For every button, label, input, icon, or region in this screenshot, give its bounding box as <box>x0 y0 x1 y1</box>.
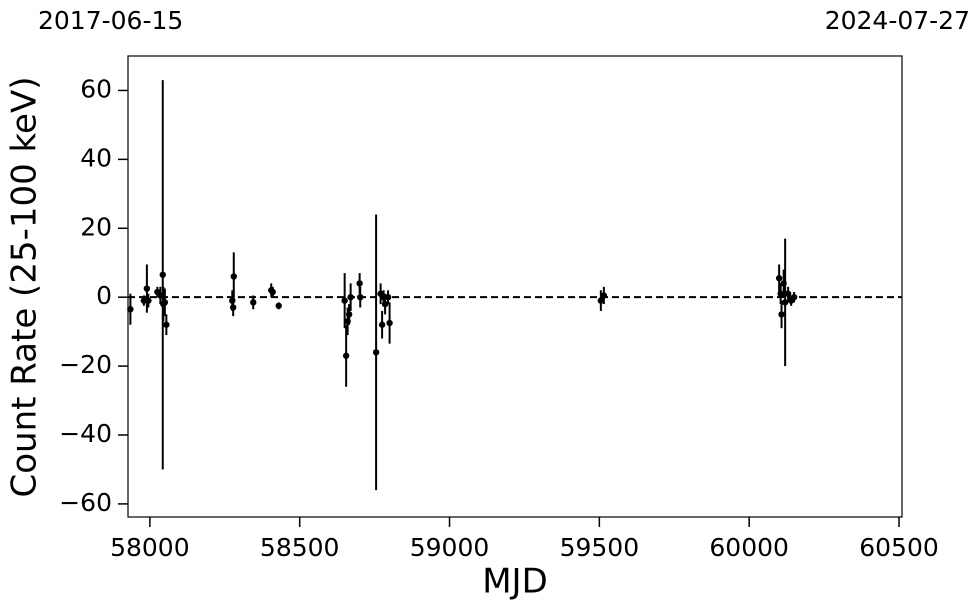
data-point <box>140 297 148 304</box>
data-point <box>384 293 392 301</box>
data-point <box>784 290 792 297</box>
data-point <box>378 321 386 328</box>
data-point <box>163 321 170 328</box>
data-point <box>269 288 276 296</box>
data-point <box>356 280 363 287</box>
data-point <box>345 311 353 318</box>
y-tick-label: 0 <box>96 281 112 310</box>
y-tick-label: −20 <box>59 350 112 379</box>
data-point <box>381 300 389 308</box>
plot-frame <box>127 55 903 518</box>
x-tick-label: 58000 <box>110 533 190 562</box>
data-point <box>347 293 354 301</box>
top-right-label: 2024-07-27 <box>825 6 970 35</box>
top-left-label: 2017-06-15 <box>38 6 183 35</box>
y-tick-label: −40 <box>59 419 112 448</box>
data-point <box>250 299 257 306</box>
data-point <box>781 299 789 306</box>
y-axis-label: Count Rate (25-100 keV) <box>5 77 45 498</box>
y-tick-label: 20 <box>80 212 112 241</box>
data-point <box>600 292 608 299</box>
y-tick-label: 40 <box>80 143 112 172</box>
x-axis-label: MJD <box>482 562 548 602</box>
data-point <box>341 297 348 304</box>
data-point <box>778 311 785 318</box>
data-point <box>597 297 605 304</box>
data-point <box>386 319 393 327</box>
y-tick-label: 60 <box>80 74 112 103</box>
data-point <box>145 297 152 304</box>
data-point <box>143 285 151 292</box>
data-point <box>127 306 134 313</box>
data-point <box>342 352 350 359</box>
x-tick-label: 60500 <box>859 533 939 562</box>
data-point <box>790 293 798 301</box>
x-tick-label: 59500 <box>560 533 640 562</box>
y-tick-label: −60 <box>59 488 112 517</box>
data-point <box>161 299 169 306</box>
data-point <box>159 271 166 278</box>
data-point <box>229 304 237 311</box>
x-tick-label: 60000 <box>709 533 789 562</box>
data-point <box>275 302 282 309</box>
data-point <box>372 349 380 356</box>
data-point <box>777 290 784 297</box>
x-tick-label: 58500 <box>260 533 340 562</box>
data-point <box>230 273 237 280</box>
data-point <box>357 293 364 301</box>
x-tick-label: 59000 <box>410 533 490 562</box>
data-point <box>775 275 783 282</box>
